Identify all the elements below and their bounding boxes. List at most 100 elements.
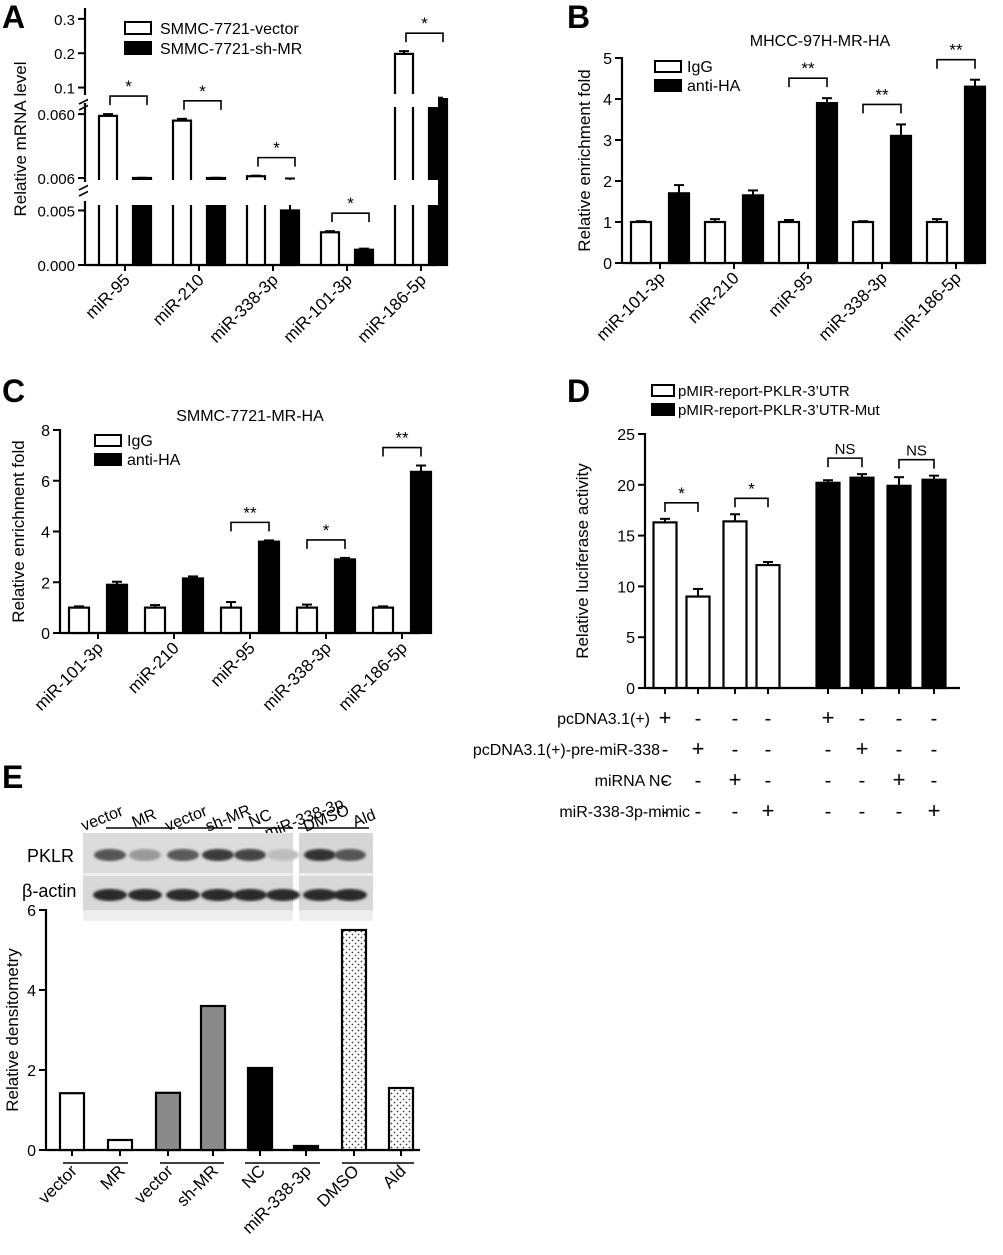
condition-mark: -	[732, 801, 739, 823]
condition-mark: +	[893, 767, 906, 792]
y-tick-label: 0.1	[54, 81, 75, 98]
error-bar	[693, 587, 703, 597]
y-tick-label: 0.2	[54, 46, 75, 63]
bar	[849, 476, 875, 690]
condition-mark: -	[662, 739, 669, 761]
condition-mark: -	[825, 739, 832, 761]
legend-entry: anti-HA	[687, 78, 741, 95]
significance-label: NS	[835, 441, 856, 458]
legend-swatch	[651, 384, 675, 397]
x-tick-label: miR-95	[82, 270, 134, 322]
y-axis-label: Relative luciferase activity	[573, 463, 592, 659]
x-tick-label: Ald	[379, 1161, 410, 1192]
blot-band	[202, 849, 234, 861]
legend-entry: IgG	[687, 59, 713, 76]
condition-mark: -	[765, 770, 772, 792]
bar	[292, 1144, 320, 1152]
blot-band	[201, 889, 235, 901]
legend-swatch	[654, 60, 682, 73]
panel-letter-d: D	[567, 373, 590, 409]
significance-label: NS	[906, 443, 927, 460]
condition-mark: -	[765, 739, 772, 761]
bar	[387, 1086, 415, 1152]
axis-break-gap	[88, 180, 438, 205]
significance-label: *	[347, 194, 354, 213]
significance-bracket: *	[109, 77, 148, 106]
error-bar	[896, 123, 906, 136]
blot-band	[267, 849, 299, 861]
significance-bracket: **	[936, 41, 976, 69]
y-tick-label: 0.005	[37, 203, 75, 220]
bar	[353, 248, 375, 267]
bar	[652, 521, 678, 690]
bar	[340, 928, 368, 1152]
y-axis-label: Relative mRNA level	[11, 62, 30, 217]
bar	[257, 540, 281, 635]
significance-label: *	[678, 484, 685, 503]
x-tick-label: miR-101-3p	[31, 638, 107, 714]
y-tick-label: 0	[27, 1143, 36, 1160]
condition-label: pcDNA3.1(+)	[557, 711, 650, 728]
condition-mark: -	[896, 801, 903, 823]
bar	[755, 563, 781, 690]
legend-entry: IgG	[127, 433, 153, 450]
significance-label: *	[323, 521, 330, 540]
legend-swatch	[94, 453, 122, 466]
blot-band	[334, 849, 366, 861]
y-tick-label: 0	[603, 256, 612, 273]
y-tick-label: 20	[617, 478, 635, 495]
y-tick-label: 0	[41, 626, 50, 643]
blot-band	[129, 849, 161, 861]
y-tick-label: 4	[603, 92, 612, 109]
y-axis-label: Relative enrichment fold	[9, 440, 28, 622]
panel-letter-c: C	[2, 373, 25, 409]
y-tick-label: 2	[41, 575, 50, 592]
bar	[295, 606, 319, 635]
significance-label: *	[273, 139, 280, 158]
x-tick-label: miR-186-5p	[354, 270, 430, 346]
significance-bracket: *	[183, 82, 222, 110]
blot-band	[94, 849, 126, 861]
x-tick-label: sh-MR	[173, 1161, 222, 1210]
blot-band	[166, 889, 200, 901]
significance-bracket: NS	[827, 441, 863, 468]
condition-mark: +	[928, 798, 941, 823]
y-axis-label: Relative densitometry	[3, 948, 22, 1112]
y-tick-label: 1	[603, 215, 612, 232]
bar	[105, 583, 129, 635]
bar	[246, 1066, 274, 1152]
error-bar	[894, 476, 904, 486]
bar	[925, 220, 949, 265]
x-tick-label: miR-338-3p	[259, 638, 335, 714]
significance-label: **	[949, 41, 963, 60]
condition-mark: -	[825, 801, 832, 823]
significance-label: **	[875, 85, 889, 104]
y-tick-label: 4	[41, 525, 50, 542]
bar	[667, 192, 691, 265]
significance-bracket: *	[734, 479, 769, 508]
legend-entry: SMMC-7721-vector	[160, 21, 299, 38]
y-tick-label: 0.006	[37, 171, 75, 188]
y-tick-label: 25	[617, 427, 635, 444]
bar	[199, 1004, 227, 1152]
condition-mark: -	[695, 770, 702, 792]
blot-band	[266, 889, 300, 901]
y-tick-label: 0	[626, 681, 635, 698]
significance-label: *	[748, 479, 755, 498]
blot-row-label: β-actin	[22, 881, 76, 901]
bar	[409, 470, 433, 635]
legend-entry: SMMC-7721-sh-MR	[160, 41, 302, 58]
bar	[777, 220, 801, 265]
significance-label: **	[395, 429, 409, 448]
condition-mark: -	[931, 708, 938, 730]
bar	[319, 231, 341, 267]
condition-mark: -	[695, 801, 702, 823]
bar	[629, 220, 653, 265]
bar	[279, 209, 301, 267]
blot-band	[93, 889, 127, 901]
bar	[886, 484, 912, 690]
significance-label: **	[243, 503, 257, 522]
blot-band	[333, 889, 367, 901]
x-tick-label: miR-338-3p	[815, 268, 891, 344]
